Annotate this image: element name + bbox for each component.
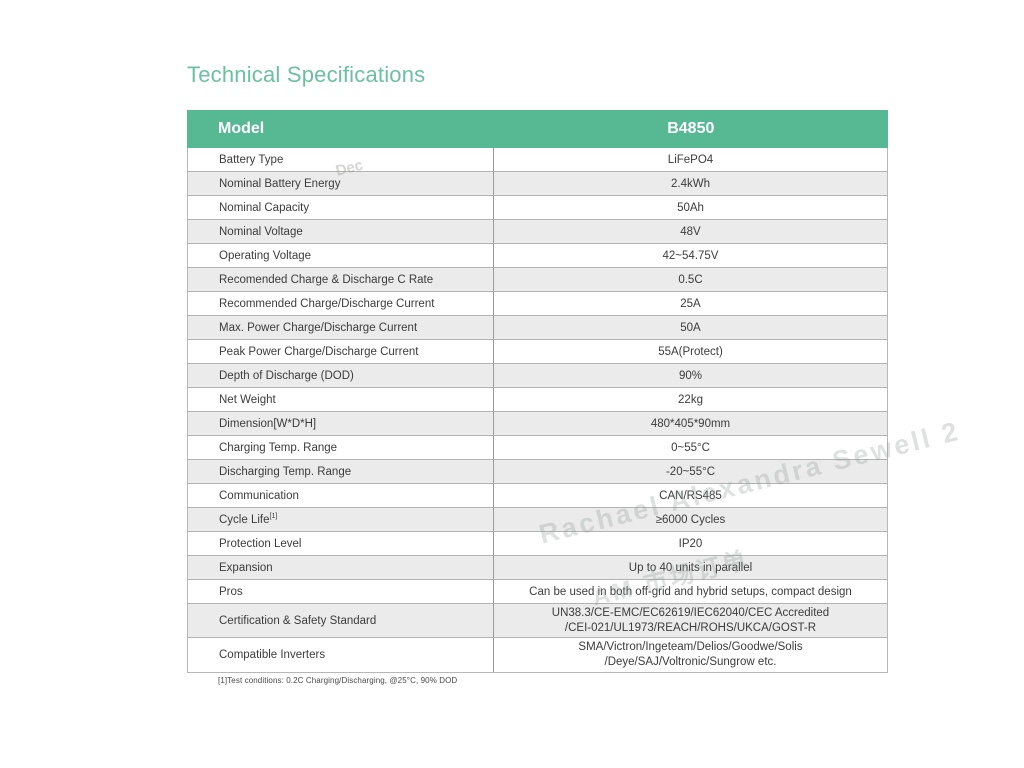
spec-row-operating-voltage: Operating Voltage 42~54.75V xyxy=(188,244,887,268)
spec-value: 0~55°C xyxy=(671,441,710,454)
spec-label: Operating Voltage xyxy=(188,244,494,267)
spec-value: 2.4kWh xyxy=(671,177,710,190)
spec-table: Model B4850 Battery Type LiFePO4 Nominal… xyxy=(187,110,888,673)
spec-value: 480*405*90mm xyxy=(650,417,731,430)
spec-value: 25A xyxy=(680,297,701,310)
spec-label: Charging Temp. Range xyxy=(188,436,494,459)
spec-label: Expansion xyxy=(188,556,494,579)
footnote-marker: [1] xyxy=(269,512,278,520)
spec-row-nominal-energy: Nominal Battery Energy 2.4kWh xyxy=(188,172,887,196)
spec-value: 42~54.75V xyxy=(662,249,719,262)
spec-value: 22kg xyxy=(678,393,703,406)
spec-row-discharging-temp: Discharging Temp. Range -20~55°C xyxy=(188,460,887,484)
spec-value: 0.5C xyxy=(678,273,703,286)
spec-label: Depth of Discharge (DOD) xyxy=(188,364,494,387)
header-model-label: Model xyxy=(218,120,265,137)
spec-row-dimension: Dimension[W*D*H] 480*405*90mm xyxy=(188,412,887,436)
spec-row-battery-type: Battery Type LiFePO4 xyxy=(188,148,887,172)
spec-value: 50A xyxy=(680,321,701,334)
spec-value: Can be used in both off-grid and hybrid … xyxy=(529,585,852,598)
spec-label: Nominal Capacity xyxy=(188,196,494,219)
spec-value: CAN/RS485 xyxy=(659,489,722,502)
spec-value: 48V xyxy=(680,225,701,238)
spec-value: 55A(Protect) xyxy=(658,345,723,358)
spec-row-recommended-c-rate: Recomended Charge & Discharge C Rate 0.5… xyxy=(188,268,887,292)
spec-label: Recommended Charge/Discharge Current xyxy=(188,292,494,315)
header-model-value: B4850 xyxy=(667,120,715,137)
spec-row-nominal-voltage: Nominal Voltage 48V xyxy=(188,220,887,244)
spec-label: Discharging Temp. Range xyxy=(188,460,494,483)
spec-row-cycle-life: Cycle Life[1] ≥6000 Cycles xyxy=(188,508,887,532)
spec-label: Peak Power Charge/Discharge Current xyxy=(188,340,494,363)
spec-value: UN38.3/CE-EMC/EC62619/IEC62040/CEC Accre… xyxy=(551,606,830,634)
spec-value: IP20 xyxy=(678,537,703,550)
spec-row-charging-temp: Charging Temp. Range 0~55°C xyxy=(188,436,887,460)
spec-label: Max. Power Charge/Discharge Current xyxy=(188,316,494,339)
spec-value: Up to 40 units in parallel xyxy=(628,561,753,574)
spec-label: Pros xyxy=(188,580,494,603)
spec-label: Protection Level xyxy=(188,532,494,555)
spec-row-net-weight: Net Weight 22kg xyxy=(188,388,887,412)
spec-label: Cycle Life[1] xyxy=(188,508,494,531)
spec-row-peak-current: Peak Power Charge/Discharge Current 55A(… xyxy=(188,340,887,364)
spec-row-max-current: Max. Power Charge/Discharge Current 50A xyxy=(188,316,887,340)
spec-label: Nominal Voltage xyxy=(188,220,494,243)
spec-row-dod: Depth of Discharge (DOD) 90% xyxy=(188,364,887,388)
table-header-row: Model B4850 xyxy=(187,110,888,148)
spec-value: ≥6000 Cycles xyxy=(655,513,726,526)
spec-label: Certification & Safety Standard xyxy=(188,604,494,637)
spec-label: Communication xyxy=(188,484,494,507)
spec-row-pros: Pros Can be used in both off-grid and hy… xyxy=(188,580,887,604)
spec-label: Compatible Inverters xyxy=(188,638,494,672)
spec-value: LiFePO4 xyxy=(667,153,714,166)
spec-row-certification: Certification & Safety Standard UN38.3/C… xyxy=(188,604,887,638)
spec-row-protection-level: Protection Level IP20 xyxy=(188,532,887,556)
spec-value: SMA/Victron/Ingeteam/Delios/Goodwe/Solis… xyxy=(578,641,803,668)
spec-row-nominal-capacity: Nominal Capacity 50Ah xyxy=(188,196,887,220)
spec-label: Dimension[W*D*H] xyxy=(188,412,494,435)
spec-label: Net Weight xyxy=(188,388,494,411)
spec-label: Battery Type xyxy=(188,148,494,171)
spec-label: Recomended Charge & Discharge C Rate xyxy=(188,268,494,291)
page-title: Technical Specifications xyxy=(187,62,426,87)
spec-value: 90% xyxy=(678,369,703,382)
footnote: [1]Test conditions: 0.2C Charging/Discha… xyxy=(218,676,458,685)
spec-row-compatible-inverters: Compatible Inverters SMA/Victron/Ingetea… xyxy=(188,638,887,672)
spec-row-communication: Communication CAN/RS485 xyxy=(188,484,887,508)
spec-value: 50Ah xyxy=(677,201,704,214)
spec-row-expansion: Expansion Up to 40 units in parallel xyxy=(188,556,887,580)
spec-value: -20~55°C xyxy=(665,465,716,478)
spec-label: Nominal Battery Energy xyxy=(188,172,494,195)
spec-row-recommended-current: Recommended Charge/Discharge Current 25A xyxy=(188,292,887,316)
